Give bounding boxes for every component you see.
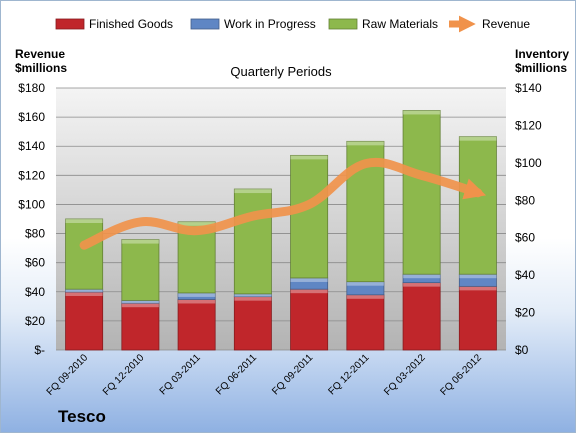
bars bbox=[65, 110, 497, 351]
bar-segment-highlight bbox=[290, 277, 328, 282]
left-axis-title-line1: Revenue bbox=[15, 47, 65, 61]
bar-segment-highlight bbox=[459, 136, 497, 141]
bar-segment bbox=[290, 154, 329, 279]
right-axis-title-line1: Inventory bbox=[515, 47, 569, 61]
bar-segment-highlight bbox=[459, 274, 497, 279]
bar-segment-highlight bbox=[346, 141, 384, 146]
left-tick-label: $100 bbox=[18, 197, 45, 211]
bar-segment bbox=[233, 188, 272, 295]
right-tick-label: $120 bbox=[515, 118, 542, 132]
left-tick-label: $140 bbox=[18, 139, 45, 153]
bar-segment-highlight bbox=[121, 303, 159, 308]
right-tick-label: $60 bbox=[515, 231, 535, 245]
legend-label: Work in Progress bbox=[224, 17, 316, 31]
left-tick-label: $120 bbox=[18, 168, 45, 182]
bar-segment-highlight bbox=[290, 155, 328, 160]
bar-segment-highlight bbox=[121, 239, 159, 244]
legend-swatch bbox=[190, 18, 220, 30]
legend-label: Revenue bbox=[482, 17, 530, 31]
x-tick-label: FQ 03-2011 bbox=[158, 352, 203, 397]
left-tick-label: $80 bbox=[25, 227, 45, 241]
bar-segment-highlight bbox=[65, 289, 103, 292]
left-axis-title-line2: $millions bbox=[15, 61, 67, 75]
left-tick-label: $- bbox=[34, 343, 45, 357]
bar-segment bbox=[233, 296, 272, 351]
right-axis-ticks: $0 $20 $40 $60 $80 $100 $120 $140 bbox=[515, 81, 542, 357]
bar-segment bbox=[402, 282, 441, 351]
bar-segment-highlight bbox=[346, 294, 384, 299]
bar-segment bbox=[177, 299, 216, 351]
x-tick-label: FQ 12-2010 bbox=[101, 352, 147, 398]
bar-segment-highlight bbox=[65, 219, 103, 223]
right-axis-title-line2: $millions bbox=[515, 61, 567, 75]
bar-segment-highlight bbox=[234, 189, 272, 194]
bar-segment-highlight bbox=[65, 291, 103, 296]
x-tick-label: FQ 09-2011 bbox=[270, 352, 315, 397]
bar-segment bbox=[121, 302, 160, 351]
x-tick-label: FQ 03-2012 bbox=[382, 352, 428, 398]
bar-segment-highlight bbox=[403, 110, 441, 115]
legend-swatch bbox=[328, 18, 358, 30]
left-tick-label: $160 bbox=[18, 110, 45, 124]
left-tick-label: $20 bbox=[25, 314, 45, 328]
right-tick-label: $140 bbox=[515, 81, 542, 95]
left-axis-ticks: $- $20 $40 $60 $80 $100 $120 $140 $160 $180 bbox=[18, 81, 45, 357]
bar-segment-highlight bbox=[121, 300, 159, 304]
bar-segment bbox=[65, 291, 104, 351]
bar-segment bbox=[346, 294, 385, 351]
bar-segment-highlight bbox=[459, 286, 497, 291]
x-axis-ticks: FQ 09-2010 FQ 12-2010 FQ 03-2011 FQ 06-2011… bbox=[45, 352, 485, 398]
left-tick-label: $60 bbox=[25, 256, 45, 270]
bar-segment-highlight bbox=[234, 293, 272, 297]
bar-segment-highlight bbox=[403, 274, 441, 279]
left-tick-label: $40 bbox=[25, 285, 45, 299]
chart-subtitle: Quarterly Periods bbox=[230, 64, 332, 79]
bar-segment-highlight bbox=[403, 282, 441, 287]
bar-segment-highlight bbox=[290, 289, 328, 294]
bar-segment-highlight bbox=[346, 281, 384, 286]
company-name: Tesco bbox=[58, 407, 106, 426]
bar-segment bbox=[458, 136, 497, 275]
right-tick-label: $40 bbox=[515, 268, 535, 282]
bar-segment bbox=[121, 239, 160, 301]
bar-segment-highlight bbox=[234, 296, 272, 301]
bar-segment bbox=[458, 285, 497, 351]
right-tick-label: $20 bbox=[515, 306, 535, 320]
legend: Finished Goods Work in Progress Raw Materi… bbox=[55, 15, 530, 33]
x-tick-label: FQ 06-2012 bbox=[438, 352, 484, 398]
bar-segment-highlight bbox=[178, 292, 216, 297]
bar-segment-highlight bbox=[178, 299, 216, 304]
left-tick-label: $180 bbox=[18, 81, 45, 95]
legend-swatch bbox=[55, 18, 85, 30]
bar-segment bbox=[65, 218, 104, 290]
revenue-line bbox=[79, 157, 487, 250]
bar-segment-highlight bbox=[178, 221, 216, 226]
legend-label: Finished Goods bbox=[89, 17, 173, 31]
right-tick-label: $80 bbox=[515, 193, 535, 207]
x-tick-label: FQ 12-2011 bbox=[327, 352, 372, 397]
legend-label: Raw Materials bbox=[362, 17, 438, 31]
bar-segment bbox=[290, 288, 329, 351]
right-tick-label: $100 bbox=[515, 156, 542, 170]
bar-segment bbox=[402, 110, 441, 275]
x-tick-label: FQ 06-2011 bbox=[214, 352, 259, 397]
revenue-line-group bbox=[79, 157, 487, 250]
right-tick-label: $0 bbox=[515, 343, 529, 357]
x-tick-label: FQ 09-2010 bbox=[45, 352, 91, 398]
